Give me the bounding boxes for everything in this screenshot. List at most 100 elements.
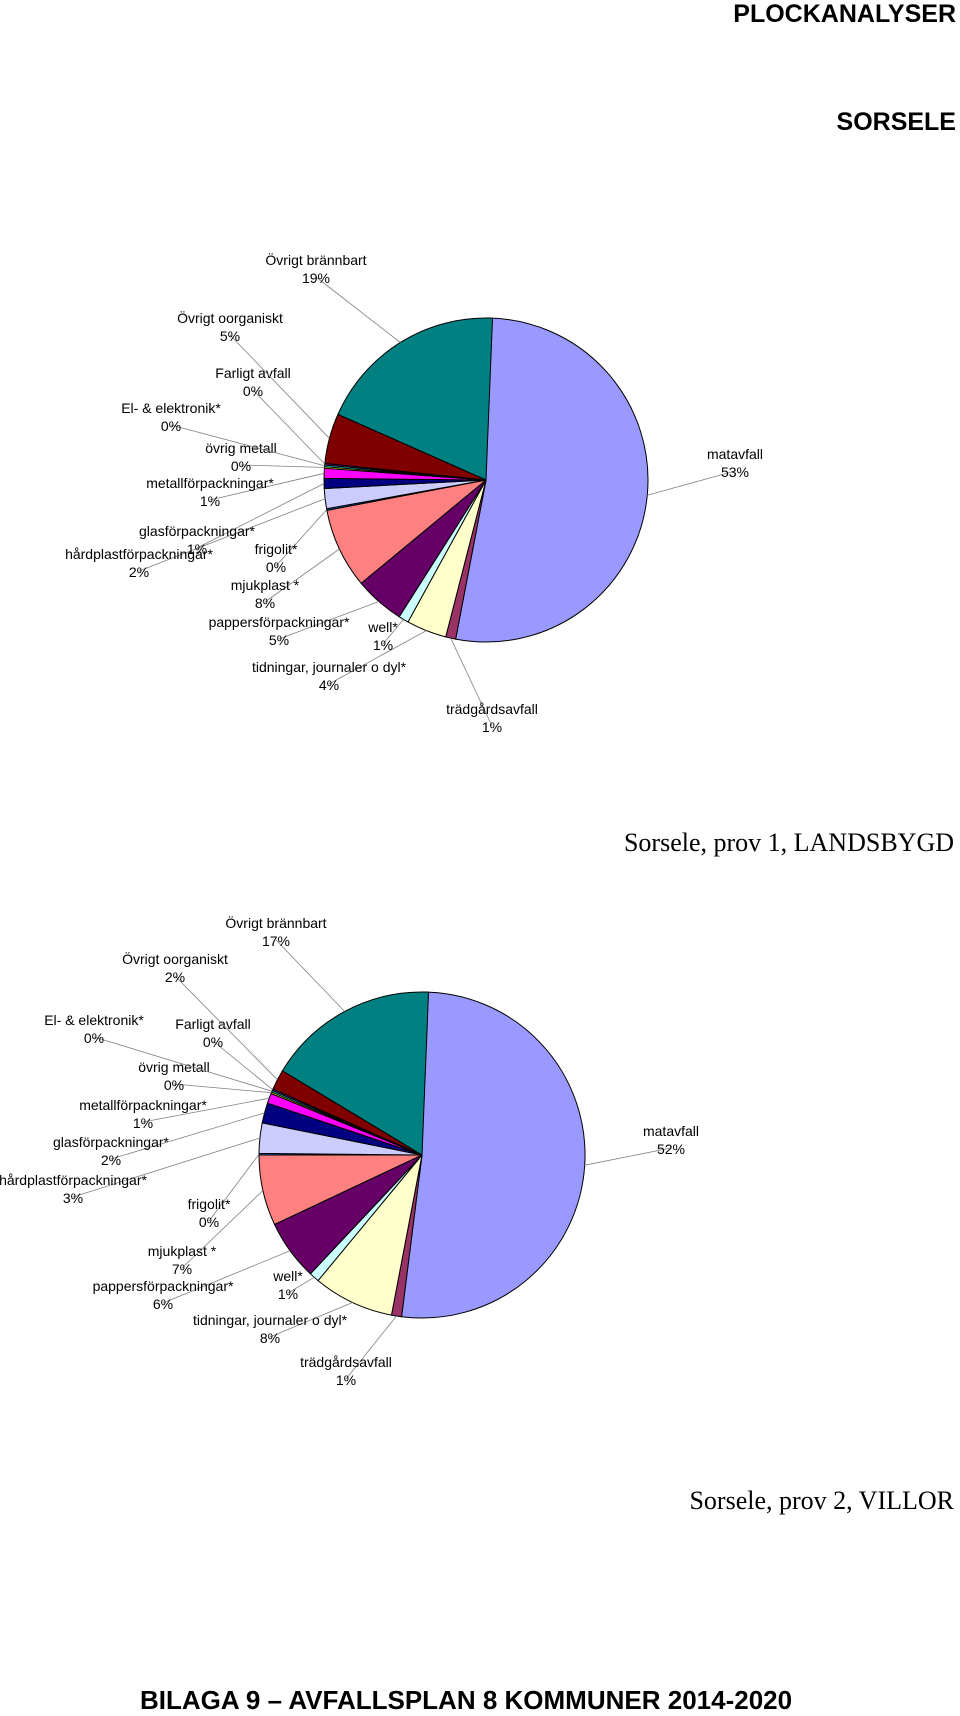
- slice-percent-glasforpackningar: 1%: [187, 541, 207, 557]
- slice-label-tradgardsavfall: trädgårdsavfall: [446, 701, 538, 717]
- slice-label-el-elektronik: El- & elektronik*: [44, 1012, 144, 1028]
- leader-line-tradgardsavfall: [450, 637, 493, 727]
- leader-line-hardplastforpackningar: [138, 498, 326, 572]
- slice-percent-metallforpackningar: 1%: [200, 493, 220, 509]
- slice-label-matavfall: matavfall: [643, 1123, 699, 1139]
- slice-percent-frigolit: 0%: [199, 1214, 219, 1230]
- slice-label-glasforpackningar: glasförpackningar*: [139, 523, 256, 539]
- slice-label-farligt-avfall: Farligt avfall: [175, 1016, 250, 1032]
- slice-label-ovrigt-oorganiskt: Övrigt oorganiskt: [177, 309, 283, 326]
- leader-line-farligt-avfall: [252, 389, 326, 465]
- leader-line-farligt-avfall: [212, 1040, 273, 1091]
- slice-label-tradgardsavfall: trädgårdsavfall: [300, 1354, 392, 1370]
- leader-line-matavfall: [647, 470, 736, 496]
- pie-labels: matavfall 52% trädgårdsavfall 1% tidningar, …: [0, 914, 699, 1388]
- pie-slice-matavfall: [455, 317, 649, 643]
- slice-label-farligt-avfall: Farligt avfall: [215, 365, 290, 381]
- slice-percent-matavfall: 53%: [721, 464, 749, 480]
- slice-label-glasforpackningar: glasförpackningar*: [53, 1134, 170, 1150]
- leader-line-ovrigt-brannbart: [275, 939, 345, 1012]
- leader-line-glasforpackningar: [196, 483, 325, 549]
- slice-percent-glasforpackningar: 2%: [101, 1152, 121, 1168]
- slice-label-ovrig-metall: övrig metall: [138, 1059, 210, 1075]
- leader-line-metallforpackningar: [142, 1097, 270, 1123]
- slice-percent-tradgardsavfall: 1%: [336, 1372, 356, 1388]
- slice-percent-metallforpackningar: 1%: [133, 1115, 153, 1131]
- slice-label-metallforpackningar: metallförpackningar*: [79, 1097, 207, 1113]
- leader-line-ovrig-metall: [240, 464, 325, 468]
- leader-line-el-elektronik: [170, 424, 325, 467]
- slice-label-ovrigt-brannbart: Övrigt brännbart: [265, 251, 366, 268]
- slice-percent-well: 1%: [278, 1286, 298, 1302]
- page-title: PLOCKANALYSER: [733, 0, 956, 28]
- slice-percent-el-elektronik: 0%: [84, 1030, 104, 1046]
- leader-line-tidningar-journaler-o-dyl: [269, 1302, 353, 1338]
- slice-percent-pappersforpackningar: 6%: [153, 1296, 173, 1312]
- slice-label-tidningar-journaler-o-dyl: tidningar, journaler o dyl*: [193, 1312, 348, 1328]
- leader-line-frigolit: [208, 1153, 260, 1222]
- slice-percent-ovrig-metall: 0%: [164, 1077, 184, 1093]
- leader-line-hardplastforpackningar: [72, 1137, 261, 1198]
- pie-slices: [258, 991, 586, 1319]
- slice-percent-ovrigt-oorganiskt: 2%: [165, 969, 185, 985]
- slice-label-frigolit: frigolit*: [188, 1196, 231, 1212]
- leader-line-ovrigt-oorganiskt: [174, 975, 278, 1080]
- slice-percent-farligt-avfall: 0%: [203, 1034, 223, 1050]
- slice-label-metallforpackningar: metallförpackningar*: [146, 475, 274, 491]
- pie-slice-ovrigt-brannbart: [281, 991, 430, 1156]
- leader-line-well: [287, 1276, 315, 1294]
- slice-label-matavfall: matavfall: [707, 446, 763, 462]
- slice-percent-hardplastforpackningar: 3%: [63, 1190, 83, 1206]
- slice-percent-el-elektronik: 0%: [161, 418, 181, 434]
- slice-label-hardplastforpackningar: hårdplastförpackningar*: [65, 546, 213, 562]
- leader-line-ovrigt-oorganiskt: [229, 334, 330, 439]
- slice-percent-pappersforpackningar: 5%: [269, 632, 289, 648]
- slice-percent-tidningar-journaler-o-dyl: 8%: [260, 1330, 280, 1346]
- slice-label-ovrigt-oorganiskt: Övrigt oorganiskt: [122, 950, 228, 967]
- page-subtitle: SORSELE: [836, 108, 956, 136]
- pie-chart-prov-1: matavfall 53% trädgårdsavfall 1% tidningar, …: [65, 251, 763, 735]
- pie-chart-prov-2: matavfall 52% trädgårdsavfall 1% tidningar, …: [0, 914, 699, 1388]
- leader-line-tradgardsavfall: [345, 1315, 397, 1380]
- slice-label-ovrigt-brannbart: Övrigt brännbart: [225, 914, 326, 931]
- slice-percent-farligt-avfall: 0%: [243, 383, 263, 399]
- slice-percent-mjukplast: 8%: [255, 595, 275, 611]
- slice-label-ovrig-metall: övrig metall: [205, 440, 277, 456]
- slice-label-mjukplast: mjukplast *: [231, 577, 300, 593]
- leader-line-pappersforpackningar: [162, 1250, 291, 1304]
- slice-percent-mjukplast: 7%: [172, 1261, 192, 1277]
- leader-line-metallforpackningar: [209, 472, 325, 501]
- slice-label-mjukplast: mjukplast *: [148, 1243, 217, 1259]
- pie-slice-matavfall: [401, 991, 586, 1319]
- slice-label-el-elektronik: El- & elektronik*: [121, 400, 221, 416]
- leader-line-el-elektronik: [93, 1036, 273, 1092]
- leader-line-ovrig-metall: [173, 1083, 272, 1094]
- pie-slice-ovrigt-brannbart: [337, 317, 494, 481]
- pie-labels: matavfall 53% trädgårdsavfall 1% tidningar, …: [65, 251, 763, 735]
- leader-line-well: [382, 619, 404, 645]
- chart-2-caption: Sorsele, prov 2, VILLOR: [689, 1486, 954, 1515]
- slice-percent-ovrig-metall: 0%: [231, 458, 251, 474]
- slice-label-pappersforpackningar: pappersförpackningar*: [209, 614, 350, 630]
- leader-line-mjukplast: [181, 1190, 264, 1269]
- slice-percent-tradgardsavfall: 1%: [482, 719, 502, 735]
- slice-percent-ovrigt-brannbart: 17%: [262, 933, 290, 949]
- leader-line-pappersforpackningar: [278, 601, 380, 640]
- leader-line-ovrigt-brannbart: [315, 276, 401, 343]
- leader-line-glasforpackningar: [110, 1112, 265, 1160]
- slice-label-tidningar-journaler-o-dyl: tidningar, journaler o dyl*: [252, 659, 407, 675]
- slice-percent-well: 1%: [373, 637, 393, 653]
- leader-line-tidningar-journaler-o-dyl: [328, 630, 427, 685]
- leader-line-frigolit: [275, 509, 327, 567]
- slice-label-frigolit: frigolit*: [255, 541, 298, 557]
- slice-label-pappersforpackningar: pappersförpackningar*: [93, 1278, 234, 1294]
- slice-label-hardplastforpackningar: hårdplastförpackningar*: [0, 1172, 147, 1188]
- page-footer: BILAGA 9 – AVFALLSPLAN 8 KOMMUNER 2014-2…: [140, 1685, 793, 1715]
- slice-percent-hardplastforpackningar: 2%: [129, 564, 149, 580]
- chart-1-caption: Sorsele, prov 1, LANDSBYGD: [623, 828, 954, 857]
- slice-percent-ovrigt-brannbart: 19%: [302, 270, 330, 286]
- slice-label-well: well*: [272, 1268, 303, 1284]
- leader-line-matavfall: [584, 1147, 672, 1166]
- slice-percent-tidningar-journaler-o-dyl: 4%: [319, 677, 339, 693]
- slice-percent-ovrigt-oorganiskt: 5%: [220, 328, 240, 344]
